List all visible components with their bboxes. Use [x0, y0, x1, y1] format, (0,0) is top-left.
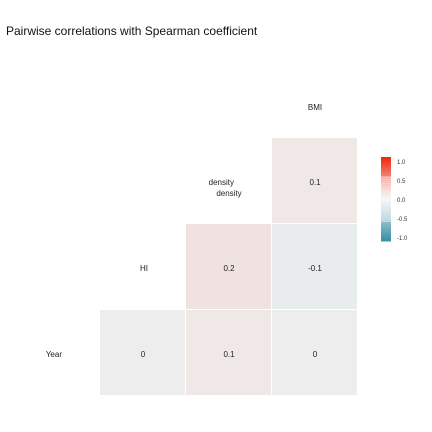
legend-swatch — [381, 222, 391, 225]
legend-swatch — [381, 232, 391, 236]
legend-swatch — [381, 192, 391, 196]
column-label-density: density — [216, 189, 241, 198]
legend-swatch — [381, 163, 391, 166]
cell-label-HI-density: 0.2 — [223, 264, 235, 273]
legend-swatch — [381, 188, 391, 192]
heatmap-cell-HI-BMI — [272, 224, 357, 309]
cell-label-Year-density: 0.1 — [223, 350, 235, 359]
chart-title: Pairwise correlations with Spearman coef… — [6, 24, 258, 38]
legend-swatch — [381, 159, 391, 162]
legend-swatch — [381, 224, 391, 227]
legend-swatch — [381, 238, 391, 242]
legend-tick-label: 0.5 — [397, 179, 406, 185]
legend-swatch — [381, 215, 391, 219]
legend-swatch — [381, 186, 391, 189]
legend-tick-label: -1.0 — [397, 236, 408, 242]
legend-swatch — [381, 196, 391, 200]
legend-swatch — [381, 217, 391, 221]
legend-swatch — [381, 230, 391, 234]
legend-swatch — [381, 205, 391, 208]
heatmap-cell-density-BMI — [272, 138, 357, 223]
legend-swatch — [381, 226, 391, 229]
legend-swatch — [381, 184, 391, 187]
heatmap-cell-Year-density — [186, 310, 271, 395]
legend-swatch — [381, 213, 391, 217]
legend-swatch — [381, 209, 391, 213]
legend-swatch — [381, 178, 391, 181]
legend-swatch — [381, 194, 391, 198]
legend-swatch — [381, 157, 391, 160]
legend-tick-label: 0.0 — [397, 198, 406, 204]
heatmap-cell-Year-HI — [100, 310, 185, 395]
cell-label-Year-BMI: 0 — [313, 350, 318, 359]
legend-swatch — [381, 169, 391, 173]
heatmap-cell-Year-BMI — [272, 310, 357, 395]
row-label-HI: HI — [140, 264, 148, 273]
legend-swatch — [381, 220, 391, 223]
legend-swatch — [381, 161, 391, 164]
legend-swatch — [381, 236, 391, 240]
legend-swatch — [381, 203, 391, 206]
legend-swatch — [381, 234, 391, 238]
cell-label-density-BMI: 0.1 — [309, 178, 321, 187]
legend-swatch — [381, 180, 391, 183]
legend-swatch — [381, 201, 391, 204]
cell-label-Year-HI: 0 — [141, 350, 146, 359]
heatmap-cell-HI-density — [186, 224, 271, 309]
legend-swatch — [381, 171, 391, 175]
legend-swatch — [381, 173, 391, 177]
legend-swatch — [381, 167, 391, 171]
row-label-density: density — [209, 178, 234, 187]
cell-label-HI-BMI: -0.1 — [308, 264, 322, 273]
legend-tick-label: -0.5 — [397, 217, 408, 223]
legend-swatch — [381, 228, 391, 231]
column-label-BMI: BMI — [308, 103, 322, 112]
legend-swatch — [381, 190, 391, 194]
legend-swatch — [381, 211, 391, 215]
legend-swatch — [381, 175, 391, 179]
legend-swatch — [381, 207, 391, 210]
legend-tick-label: 1.0 — [397, 160, 406, 166]
legend-swatch — [381, 199, 391, 202]
row-label-Year: Year — [46, 350, 63, 359]
legend-swatch — [381, 165, 391, 168]
legend-swatch — [381, 182, 391, 185]
